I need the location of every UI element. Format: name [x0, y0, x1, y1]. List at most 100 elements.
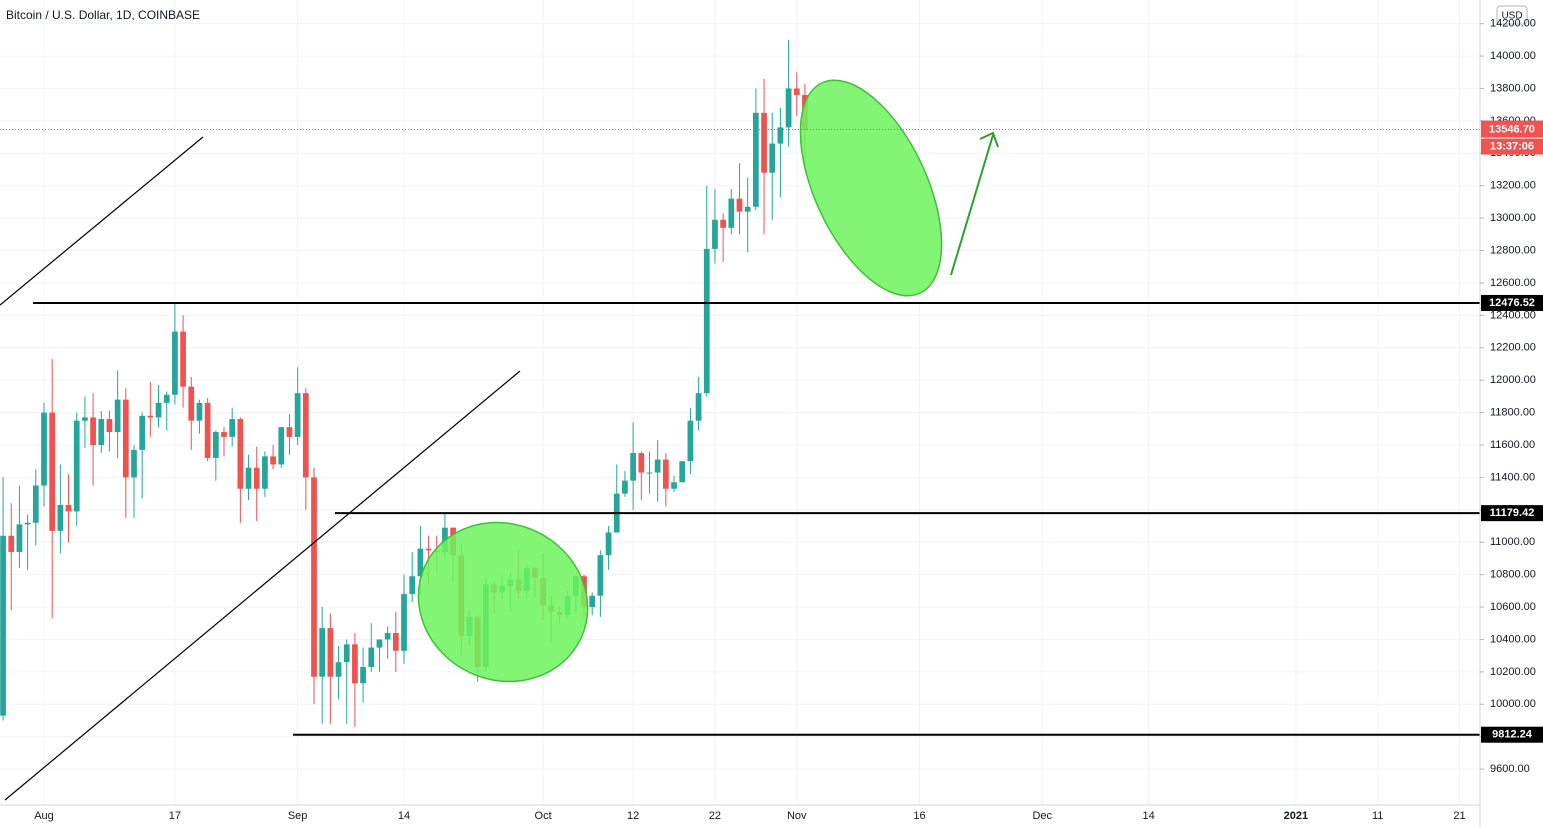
candle-body	[188, 386, 195, 421]
candle-body	[736, 198, 743, 212]
x-tick-label: Sep	[288, 810, 308, 822]
trend-line	[4, 370, 521, 801]
candle-body	[425, 548, 432, 551]
grid	[0, 0, 1480, 805]
level-label-box	[1481, 505, 1543, 522]
y-tick-label: 10400.00	[1490, 633, 1536, 645]
y-tick-label: 12000.00	[1490, 374, 1536, 386]
candle-body	[147, 415, 154, 418]
candle-body	[302, 393, 309, 478]
candle-body	[695, 393, 702, 421]
candle-body	[286, 427, 293, 437]
candle-body	[703, 248, 710, 394]
candle-body	[352, 644, 358, 684]
candle-body	[57, 504, 64, 531]
candle-body	[597, 555, 604, 596]
candle-body	[622, 480, 628, 494]
level-label: 11179.42	[1490, 507, 1535, 519]
y-tick-label: 14200.00	[1490, 18, 1536, 30]
level-label: 9812.24	[1492, 729, 1533, 741]
candle-body	[16, 524, 23, 552]
candle-body	[90, 417, 96, 445]
candle-body	[294, 393, 301, 437]
overlay	[0, 129, 1480, 736]
x-tick-label: 16	[913, 810, 925, 822]
candle-body	[630, 453, 636, 481]
y-tick-label: 13000.00	[1490, 212, 1536, 224]
candle-body	[728, 198, 735, 228]
candle-body	[139, 415, 146, 450]
x-tick-label: Oct	[535, 810, 552, 822]
candle-body	[0, 535, 6, 716]
candle-body	[163, 394, 170, 403]
candle-body	[237, 419, 244, 489]
candle-body	[401, 594, 407, 651]
x-tick-label: Aug	[34, 810, 54, 822]
candle-body	[311, 477, 317, 677]
candle-body	[793, 88, 800, 95]
y-tick-label: 10800.00	[1490, 569, 1536, 581]
candle-body	[409, 576, 416, 595]
candle-body	[24, 522, 31, 525]
candle-body	[172, 331, 178, 395]
candle-body	[196, 402, 203, 421]
candle-body	[180, 331, 186, 387]
candle-body	[49, 412, 56, 531]
x-tick-label: 17	[169, 810, 181, 822]
countdown: 13:37:06	[1490, 140, 1534, 152]
candle-body	[638, 453, 645, 473]
y-tick-label: 11800.00	[1490, 406, 1535, 418]
x-tick-label: 14	[1142, 810, 1154, 822]
x-tick-label: 21	[1453, 810, 1465, 822]
candle-body	[417, 548, 424, 577]
candle-body	[761, 112, 767, 173]
candle-body	[8, 535, 15, 552]
level-label: 12476.52	[1489, 297, 1535, 309]
candle-body	[744, 206, 751, 212]
candle-body	[360, 667, 366, 684]
currency-box[interactable]	[1496, 5, 1528, 25]
y-tick-label: 12800.00	[1490, 244, 1536, 256]
y-tick-label: 10600.00	[1490, 601, 1536, 613]
y-tick-label: 13800.00	[1490, 82, 1536, 94]
candle-body	[319, 628, 326, 677]
candle-body	[605, 532, 612, 556]
candle-body	[712, 219, 718, 249]
candle-body	[720, 219, 726, 228]
candle-body	[384, 632, 391, 640]
candle-body	[262, 456, 268, 489]
y-tick-label: 12200.00	[1490, 342, 1536, 354]
candle-body	[327, 628, 334, 677]
y-tick-label: 11000.00	[1490, 536, 1535, 548]
candle-body	[82, 417, 88, 421]
candle-body	[671, 482, 677, 489]
level-label-box	[1481, 726, 1543, 743]
candle-body	[589, 595, 596, 608]
candle-body	[392, 632, 399, 651]
level-label-box	[1481, 294, 1543, 311]
candle-body	[654, 459, 661, 473]
candle-body	[785, 88, 792, 128]
arrow	[950, 131, 999, 276]
candle-body	[131, 449, 137, 478]
candle-body	[122, 399, 129, 478]
candle-body	[335, 662, 342, 677]
x-tick-label: 11	[1372, 810, 1383, 822]
y-tick-label: 12600.00	[1490, 277, 1536, 289]
x-tick-label: 2021	[1284, 810, 1308, 822]
candle-body	[777, 127, 784, 144]
chart-title: Bitcoin / U.S. Dollar, 1D, COINBASE	[6, 8, 200, 22]
currency[interactable]: USD	[1501, 11, 1522, 22]
y-tick-label: 10000.00	[1490, 698, 1536, 710]
y-tick-label: 11400.00	[1490, 471, 1535, 483]
candle-body	[98, 419, 105, 445]
highlight-ellipse	[417, 521, 589, 683]
candle-body	[679, 461, 686, 483]
candle-body	[646, 472, 653, 474]
candle-body	[253, 467, 260, 489]
candle-body	[278, 427, 285, 465]
x-tick-label: Nov	[787, 810, 807, 822]
